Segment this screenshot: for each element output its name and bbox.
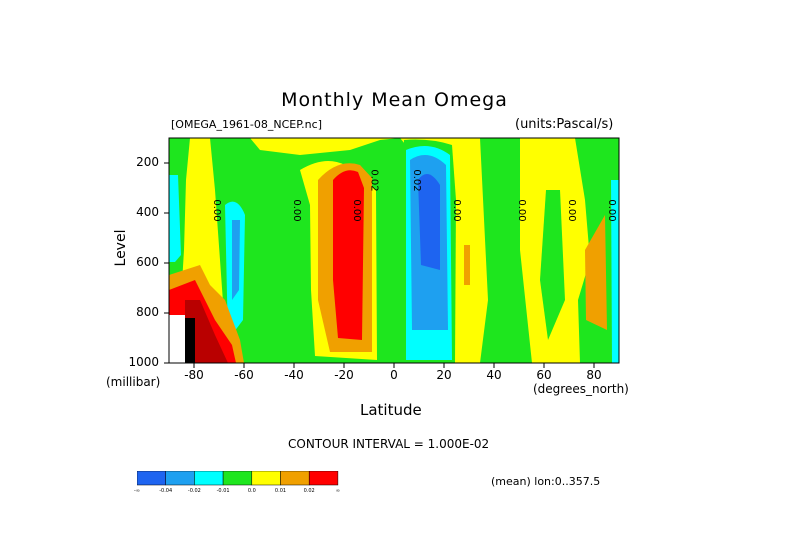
x-tick-label: 0: [390, 368, 398, 382]
x-tick-label: -60: [234, 368, 254, 382]
x-tick-label: -40: [284, 368, 304, 382]
y-tick-label: 400: [136, 205, 159, 219]
field-darkblue-eq: [418, 174, 440, 270]
x-axis-unit: (degrees_north): [533, 382, 629, 396]
contour-label: 0.02: [369, 169, 380, 191]
contour-label: 0.00: [451, 199, 462, 221]
y-tick-label: 600: [136, 255, 159, 269]
legend-swatch: [251, 471, 281, 486]
x-axis-label: Latitude: [360, 401, 422, 419]
field-dense-contours: [185, 300, 228, 363]
y-axis-unit: (millibar): [106, 375, 161, 389]
contour-label: 0.00: [566, 199, 577, 221]
legend-level-label: -0.02: [187, 488, 201, 494]
field-orange-north: [585, 215, 607, 330]
legend-level-label: 0.0: [247, 488, 256, 494]
contour-interval: CONTOUR INTERVAL = 1.000E-02: [288, 437, 490, 451]
units-label: (units:Pascal/s): [515, 117, 614, 132]
contour-fields: [169, 138, 619, 363]
legend-swatch: [222, 471, 253, 486]
x-tick-label: 40: [486, 368, 502, 382]
contour-label: 0.00: [606, 199, 617, 221]
legend-swatch: [137, 471, 166, 486]
dataset-label: [OMEGA_1961-08_NCEP.nc]: [171, 118, 322, 131]
field-red-south: [333, 170, 364, 340]
x-tick-label: 60: [536, 368, 552, 382]
y-tick-label: 1000: [128, 355, 159, 369]
x-tick-label: 20: [436, 368, 452, 382]
y-tick-marks: [164, 162, 169, 364]
contour-label: 0.02: [411, 169, 422, 191]
chart-title: Monthly Mean Omega: [281, 89, 508, 111]
legend-level-label: 0.01: [274, 488, 287, 494]
x-tick-label: 80: [586, 368, 602, 382]
legend-level-label: 0.02: [303, 488, 315, 494]
contour-label: 0.00: [351, 199, 362, 221]
contour-label: 0.00: [516, 199, 527, 221]
legend-swatch: [165, 471, 195, 486]
x-tick-label: -80: [184, 368, 204, 382]
field-black-contours: [185, 318, 195, 363]
legend-swatch: [194, 471, 224, 486]
legend-level-label: -0.01: [216, 488, 230, 494]
field-cyan-south-edge: [169, 175, 181, 262]
color-legend: [137, 471, 339, 486]
x-tick-marks: [193, 363, 595, 368]
field-blue-south-2: [232, 220, 240, 300]
field-missing-data: [169, 315, 185, 363]
contour-label: 0.00: [291, 199, 302, 221]
legend-level-label: -∞: [134, 488, 140, 494]
y-tick-label: 800: [136, 305, 159, 319]
field-green-north: [480, 138, 532, 363]
legend-level-label: -0.04: [159, 488, 173, 494]
mean-note: (mean) lon:0..357.5: [491, 475, 601, 488]
field-cyan-north-edge: [611, 180, 619, 363]
x-tick-label: -20: [334, 368, 354, 382]
field-green-north-2: [540, 190, 565, 340]
legend-swatch: [308, 471, 339, 486]
field-orange-north-small: [464, 245, 470, 285]
legend-swatch: [280, 471, 310, 486]
contour-label: 0.00: [211, 199, 222, 221]
y-tick-label: 200: [136, 155, 159, 169]
legend-level-label: ∞: [335, 488, 340, 494]
contour-labels: 0.00 0.00 0.00 0.02 0.02 0.00 0.00 0.00 0.00: [211, 169, 617, 221]
